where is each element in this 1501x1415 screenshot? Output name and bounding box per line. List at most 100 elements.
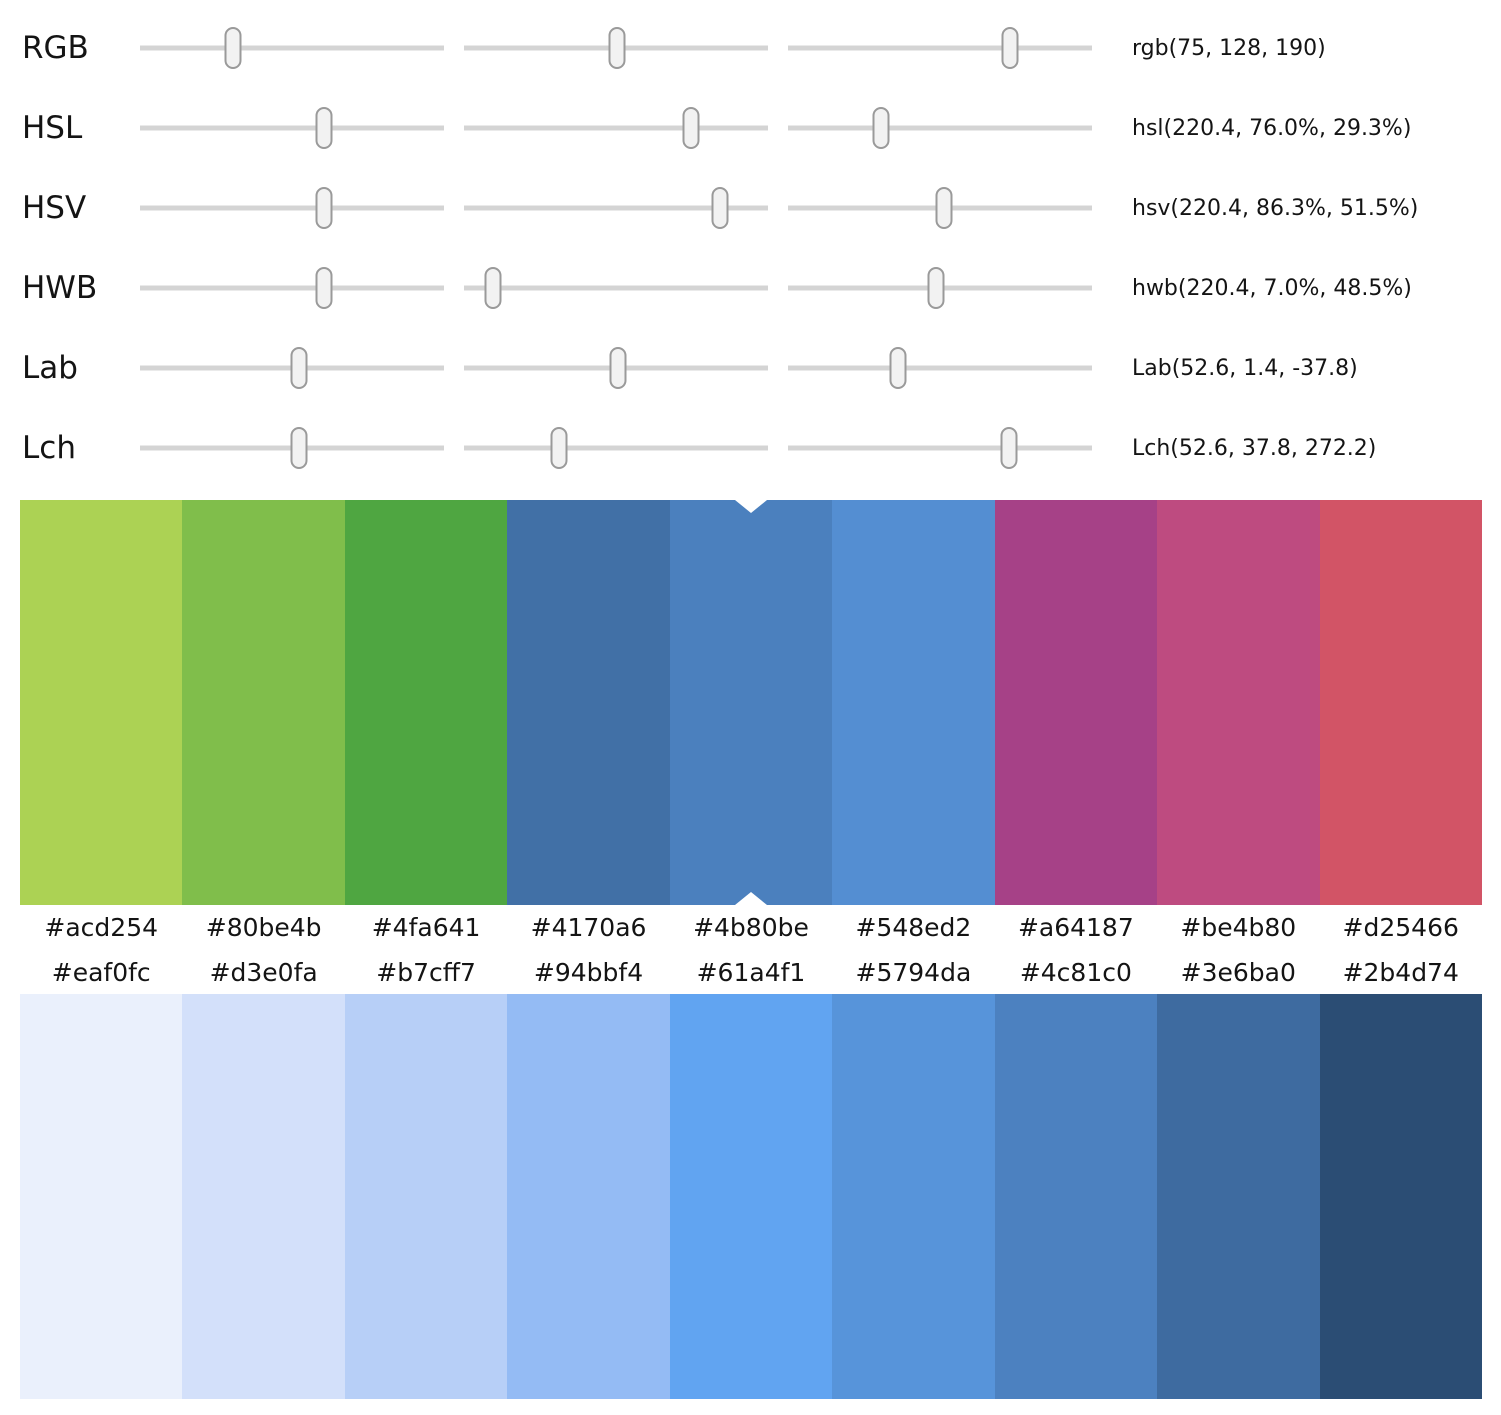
- tint-swatch[interactable]: [20, 994, 183, 1399]
- hue-swatch[interactable]: [1157, 500, 1320, 905]
- lab-slider-channel-3[interactable]: [788, 344, 1092, 392]
- tint-swatch-hex-label: #b7cff7: [376, 957, 476, 987]
- slider-thumb[interactable]: [484, 267, 502, 309]
- colorspace-label-rgb: RGB: [22, 29, 89, 66]
- slider-track[interactable]: [140, 285, 444, 291]
- color-value-hwb: hwb(220.4, 7.0%, 48.5%): [1132, 275, 1412, 301]
- colorspace-slider-panel: RGB rgb(75, 128, 190) HSL hsl(220.4,: [0, 0, 1501, 488]
- hue-swatch[interactable]: [669, 500, 833, 905]
- slider-thumb[interactable]: [889, 347, 907, 389]
- slider-thumb[interactable]: [1001, 27, 1019, 69]
- slider-thumb[interactable]: [550, 427, 568, 469]
- slider-track[interactable]: [788, 125, 1092, 131]
- colorspace-label-hwb: HWB: [22, 269, 98, 306]
- hue-swatch-hex-label: #a64187: [1017, 913, 1134, 942]
- slider-thumb[interactable]: [290, 347, 308, 389]
- tint-swatch-hex-label: #5794da: [855, 957, 972, 987]
- hue-swatch[interactable]: [832, 500, 995, 905]
- hsv-slider-channel-1[interactable]: [140, 184, 444, 232]
- slider-thumb[interactable]: [682, 107, 700, 149]
- tint-swatch-hex-label: #4c81c0: [1019, 957, 1132, 987]
- rgb-slider-channel-1[interactable]: [140, 24, 444, 72]
- slider-thumb[interactable]: [315, 187, 333, 229]
- slider-row-hsl: HSL hsl(220.4, 76.0%, 29.3%): [0, 88, 1501, 168]
- slider-thumb[interactable]: [224, 27, 242, 69]
- slider-thumb[interactable]: [935, 187, 953, 229]
- slider-row-lch: Lch Lch(52.6, 37.8, 272.2): [0, 408, 1501, 488]
- color-value-hsv: hsv(220.4, 86.3%, 51.5%): [1132, 195, 1419, 221]
- slider-thumb[interactable]: [315, 267, 333, 309]
- lch-slider-channel-2[interactable]: [464, 424, 768, 472]
- tint-swatch-hex-label: #eaf0fc: [51, 957, 151, 987]
- hwb-slider-channel-3[interactable]: [788, 264, 1092, 312]
- rgb-slider-channel-3[interactable]: [788, 24, 1092, 72]
- selected-color-notch-bottom: [734, 892, 767, 905]
- hsl-slider-channel-2[interactable]: [464, 104, 768, 152]
- color-value-lch: Lch(52.6, 37.8, 272.2): [1132, 435, 1377, 461]
- lch-slider-channel-1[interactable]: [140, 424, 444, 472]
- tint-swatch[interactable]: [1319, 994, 1482, 1399]
- hue-swatch[interactable]: [994, 500, 1158, 905]
- slider-track[interactable]: [464, 445, 768, 451]
- hue-swatch[interactable]: [20, 500, 183, 905]
- slider-track[interactable]: [788, 445, 1092, 451]
- hue-swatch-hex-label: #80be4b: [205, 913, 322, 942]
- hwb-slider-channel-1[interactable]: [140, 264, 444, 312]
- tint-swatch[interactable]: [669, 994, 833, 1399]
- slider-thumb[interactable]: [927, 267, 945, 309]
- hsl-slider-channel-3[interactable]: [788, 104, 1092, 152]
- slider-thumb[interactable]: [872, 107, 890, 149]
- tint-swatch-hex-label: #d3e0fa: [209, 957, 318, 987]
- slider-track[interactable]: [464, 205, 768, 211]
- slider-track[interactable]: [140, 125, 444, 131]
- tint-swatch[interactable]: [507, 994, 670, 1399]
- tint-swatch[interactable]: [182, 994, 345, 1399]
- tint-swatch[interactable]: [1157, 994, 1320, 1399]
- color-value-lab: Lab(52.6, 1.4, -37.8): [1132, 355, 1358, 381]
- lab-slider-channel-1[interactable]: [140, 344, 444, 392]
- hsv-slider-channel-2[interactable]: [464, 184, 768, 232]
- slider-thumb[interactable]: [1000, 427, 1018, 469]
- tint-swatch[interactable]: [832, 994, 995, 1399]
- slider-track[interactable]: [464, 285, 768, 291]
- hue-swatch[interactable]: [182, 500, 345, 905]
- hsl-slider-channel-1[interactable]: [140, 104, 444, 152]
- hue-swatch[interactable]: [507, 500, 670, 905]
- slider-thumb[interactable]: [608, 27, 626, 69]
- hsv-slider-channel-3[interactable]: [788, 184, 1092, 232]
- slider-thumb[interactable]: [290, 427, 308, 469]
- slider-track[interactable]: [140, 205, 444, 211]
- slider-thumb[interactable]: [315, 107, 333, 149]
- hue-swatch[interactable]: [1319, 500, 1482, 905]
- slider-row-hwb: HWB hwb(220.4, 7.0%, 48.5%): [0, 248, 1501, 328]
- slider-thumb[interactable]: [609, 347, 627, 389]
- tint-swatch-hex-label: #94bbf4: [533, 957, 644, 987]
- hue-swatch[interactable]: [344, 500, 508, 905]
- slider-row-hsv: HSV hsv(220.4, 86.3%, 51.5%): [0, 168, 1501, 248]
- hwb-slider-channel-2[interactable]: [464, 264, 768, 312]
- colorspace-label-hsv: HSV: [22, 189, 87, 226]
- hue-swatch-hex-label: #d25466: [1342, 913, 1459, 942]
- colorspace-label-hsl: HSL: [22, 109, 83, 146]
- selected-color-notch-top: [734, 500, 767, 513]
- slider-thumb[interactable]: [711, 187, 729, 229]
- rgb-slider-channel-2[interactable]: [464, 24, 768, 72]
- hue-palette-hex-labels: #acd254 #80be4b #4fa641 #4170a6 #4b80be #548e…: [20, 905, 1482, 950]
- hue-swatch-hex-label: #4fa641: [371, 913, 481, 942]
- tint-swatch[interactable]: [994, 994, 1158, 1399]
- hue-swatch-hex-label: #acd254: [44, 913, 159, 942]
- tint-swatch-hex-label: #3e6ba0: [1180, 957, 1296, 987]
- lab-slider-channel-2[interactable]: [464, 344, 768, 392]
- slider-row-lab: Lab Lab(52.6, 1.4, -37.8): [0, 328, 1501, 408]
- hue-swatch-hex-label: #4170a6: [530, 913, 647, 942]
- colorspace-label-lab: Lab: [22, 349, 78, 386]
- slider-track[interactable]: [140, 45, 444, 51]
- slider-track[interactable]: [464, 125, 768, 131]
- slider-track[interactable]: [788, 365, 1092, 371]
- tint-swatch[interactable]: [344, 994, 508, 1399]
- lch-slider-channel-3[interactable]: [788, 424, 1092, 472]
- hue-swatch-hex-label: #4b80be: [693, 913, 809, 942]
- slider-row-rgb: RGB rgb(75, 128, 190): [0, 8, 1501, 88]
- tint-palette: [20, 994, 1482, 1399]
- slider-track[interactable]: [788, 45, 1092, 51]
